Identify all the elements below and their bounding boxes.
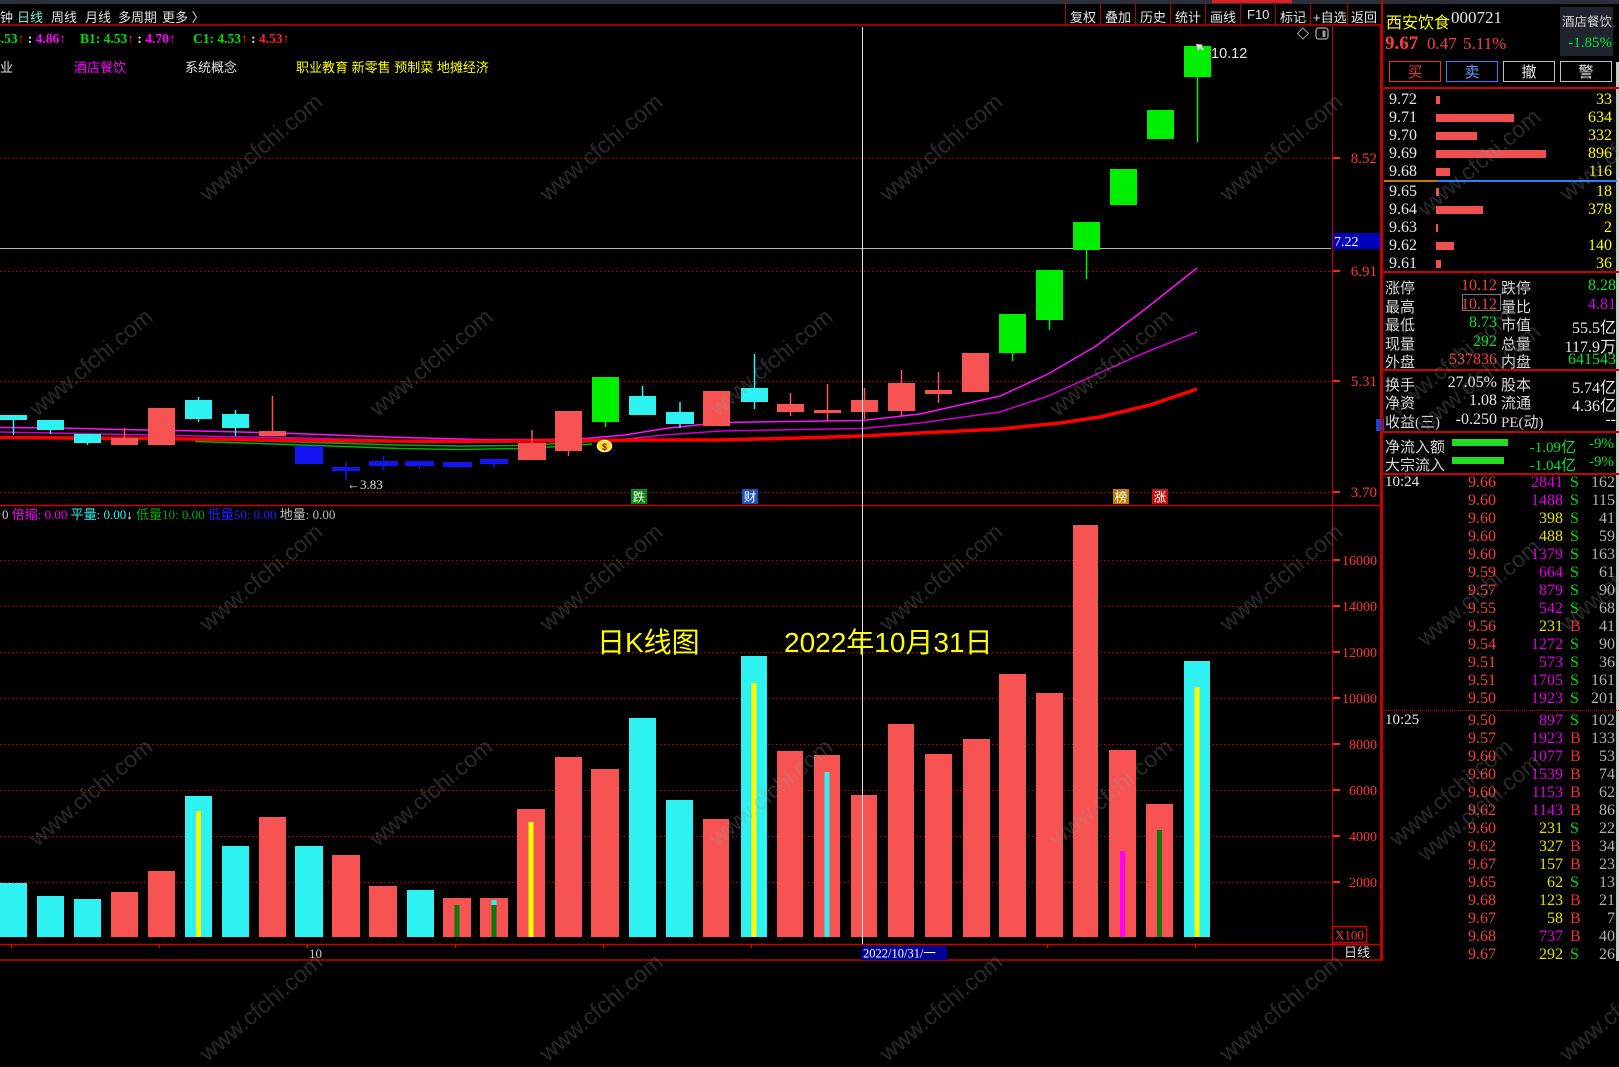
svg-text:10000: 10000: [1342, 692, 1377, 707]
svg-text:10: 10: [309, 946, 322, 961]
svg-text:10.12: 10.12: [1211, 46, 1247, 62]
svg-text:14000: 14000: [1342, 600, 1377, 615]
svg-text:5.31: 5.31: [1351, 374, 1377, 390]
svg-text:0 倍缩: 0.00 平量: 0.00↓ 低量10: 0.0: 0 倍缩: 0.00 平量: 0.00↓ 低量10: 0.00 低量50: 0.…: [2, 507, 335, 522]
svg-text:X100: X100: [1335, 928, 1364, 943]
svg-text:12000: 12000: [1342, 646, 1377, 661]
svg-text:6.91: 6.91: [1351, 264, 1377, 280]
svg-text:2022/10/31/一: 2022/10/31/一: [863, 947, 936, 961]
svg-text:$: $: [602, 442, 607, 452]
svg-text:16000: 16000: [1342, 554, 1377, 569]
svg-text:8.52: 8.52: [1351, 151, 1377, 167]
svg-text:财: 财: [744, 491, 757, 505]
svg-text:6000: 6000: [1349, 784, 1377, 799]
svg-text:跌: 跌: [633, 490, 646, 505]
svg-text:3.70: 3.70: [1351, 485, 1377, 501]
svg-text:日K线图: 日K线图: [597, 627, 700, 658]
svg-text:7.22: 7.22: [1334, 235, 1359, 250]
svg-text:2022年10月31日: 2022年10月31日: [784, 627, 993, 658]
svg-text:日线: 日线: [1344, 945, 1370, 960]
svg-text:8000: 8000: [1349, 738, 1377, 753]
svg-text:2000: 2000: [1349, 876, 1377, 891]
svg-text:涨: 涨: [1154, 490, 1167, 505]
svg-text:←3.83: ←3.83: [347, 477, 383, 492]
svg-text:榜: 榜: [1115, 490, 1128, 505]
svg-text:4000: 4000: [1349, 830, 1377, 845]
